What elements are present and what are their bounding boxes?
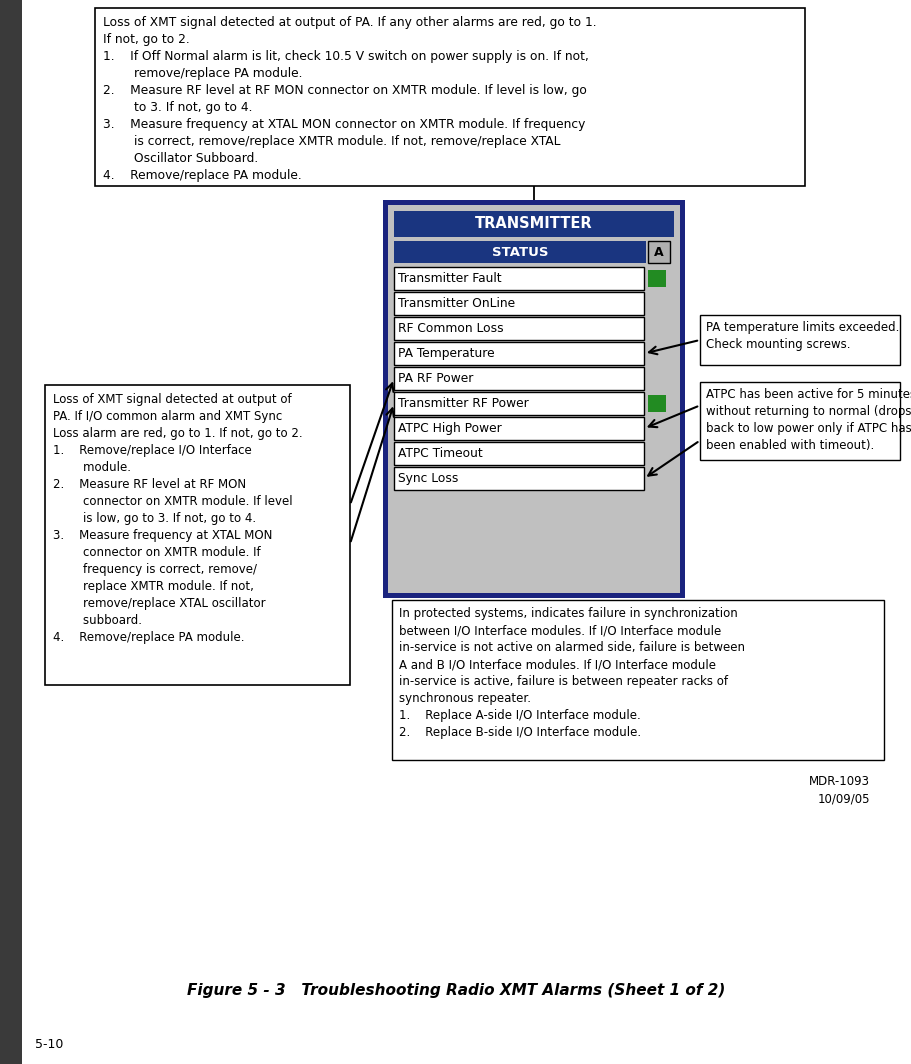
Text: RF Common Loss: RF Common Loss <box>397 322 503 335</box>
Text: PA Temperature: PA Temperature <box>397 347 494 360</box>
Bar <box>394 267 643 290</box>
Text: Loss of XMT signal detected at output of
PA. If I/O common alarm and XMT Sync
Lo: Loss of XMT signal detected at output of… <box>53 393 302 644</box>
Text: PA RF Power: PA RF Power <box>397 372 473 385</box>
Text: Sync Loss: Sync Loss <box>397 472 458 485</box>
Text: Figure 5 - 3   Troubleshooting Radio XMT Alarms (Sheet 1 of 2): Figure 5 - 3 Troubleshooting Radio XMT A… <box>187 982 724 998</box>
Text: ATPC Timeout: ATPC Timeout <box>397 447 482 460</box>
Bar <box>394 292 643 315</box>
Bar <box>394 317 643 340</box>
Text: A: A <box>653 246 663 259</box>
Bar <box>648 270 665 287</box>
Bar <box>648 395 665 412</box>
Text: 5-10: 5-10 <box>35 1038 63 1051</box>
Bar <box>394 367 643 390</box>
Bar <box>394 242 645 263</box>
Text: In protected systems, indicates failure in synchronization
between I/O Interface: In protected systems, indicates failure … <box>398 606 744 739</box>
Text: Loss of XMT signal detected at output of PA. If any other alarms are red, go to : Loss of XMT signal detected at output of… <box>103 16 596 182</box>
Bar <box>394 211 673 237</box>
Bar <box>392 600 883 760</box>
Bar <box>394 467 643 491</box>
Bar <box>700 382 899 460</box>
Text: Transmitter RF Power: Transmitter RF Power <box>397 397 528 410</box>
Bar <box>387 205 680 593</box>
Text: ATPC High Power: ATPC High Power <box>397 422 501 435</box>
Text: STATUS: STATUS <box>491 246 548 259</box>
Bar <box>700 315 899 365</box>
Bar <box>45 385 350 685</box>
Bar <box>383 200 684 598</box>
Text: PA temperature limits exceeded.
Check mounting screws.: PA temperature limits exceeded. Check mo… <box>705 321 898 351</box>
Text: TRANSMITTER: TRANSMITTER <box>475 216 592 232</box>
Bar <box>394 342 643 365</box>
Bar <box>648 242 670 263</box>
Text: Transmitter Fault: Transmitter Fault <box>397 272 501 285</box>
Bar <box>0 0 22 1064</box>
Text: ATPC has been active for 5 minutes
without returning to normal (drops
back to lo: ATPC has been active for 5 minutes witho… <box>705 388 911 452</box>
Text: Transmitter OnLine: Transmitter OnLine <box>397 297 515 310</box>
Text: MDR-1093
10/09/05: MDR-1093 10/09/05 <box>808 775 869 805</box>
Bar <box>394 417 643 440</box>
Bar <box>394 392 643 415</box>
Bar <box>394 442 643 465</box>
Bar <box>95 9 804 186</box>
